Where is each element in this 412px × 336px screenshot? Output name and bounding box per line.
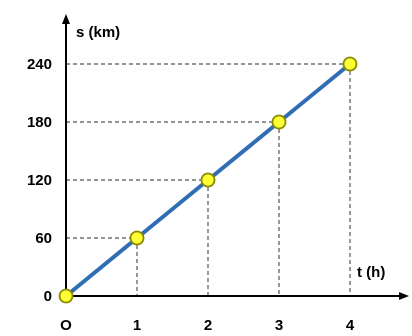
data-point [129,230,145,246]
y-tick-label: 240 [27,56,52,73]
guide-lines-group [66,63,351,296]
data-point [200,172,216,188]
y-tick-label: 120 [27,172,52,189]
x-axis-title: t (h) [357,264,385,281]
y-tick-label: 180 [27,114,52,131]
y-tick-label: 60 [35,230,52,247]
data-points-group [58,56,358,304]
y-axis-arrow-icon [62,14,70,24]
data-point [58,288,74,304]
origin-label: O [60,317,72,334]
y-tick-labels-group: 0 60 120 180 240 [27,56,52,305]
y-tick-label: 0 [44,288,52,305]
labels-group: s (km) t (h) O [60,24,385,334]
x-tick-label: 4 [346,317,355,334]
x-axis-arrow-icon [399,292,409,300]
x-tick-labels-group: 1 2 3 4 [133,317,355,334]
axes-group [62,14,409,300]
data-point [342,56,358,72]
x-tick-label: 1 [133,317,141,334]
x-tick-label: 2 [204,317,212,334]
data-point [271,114,287,130]
y-axis-title: s (km) [76,24,120,41]
x-tick-label: 3 [275,317,283,334]
